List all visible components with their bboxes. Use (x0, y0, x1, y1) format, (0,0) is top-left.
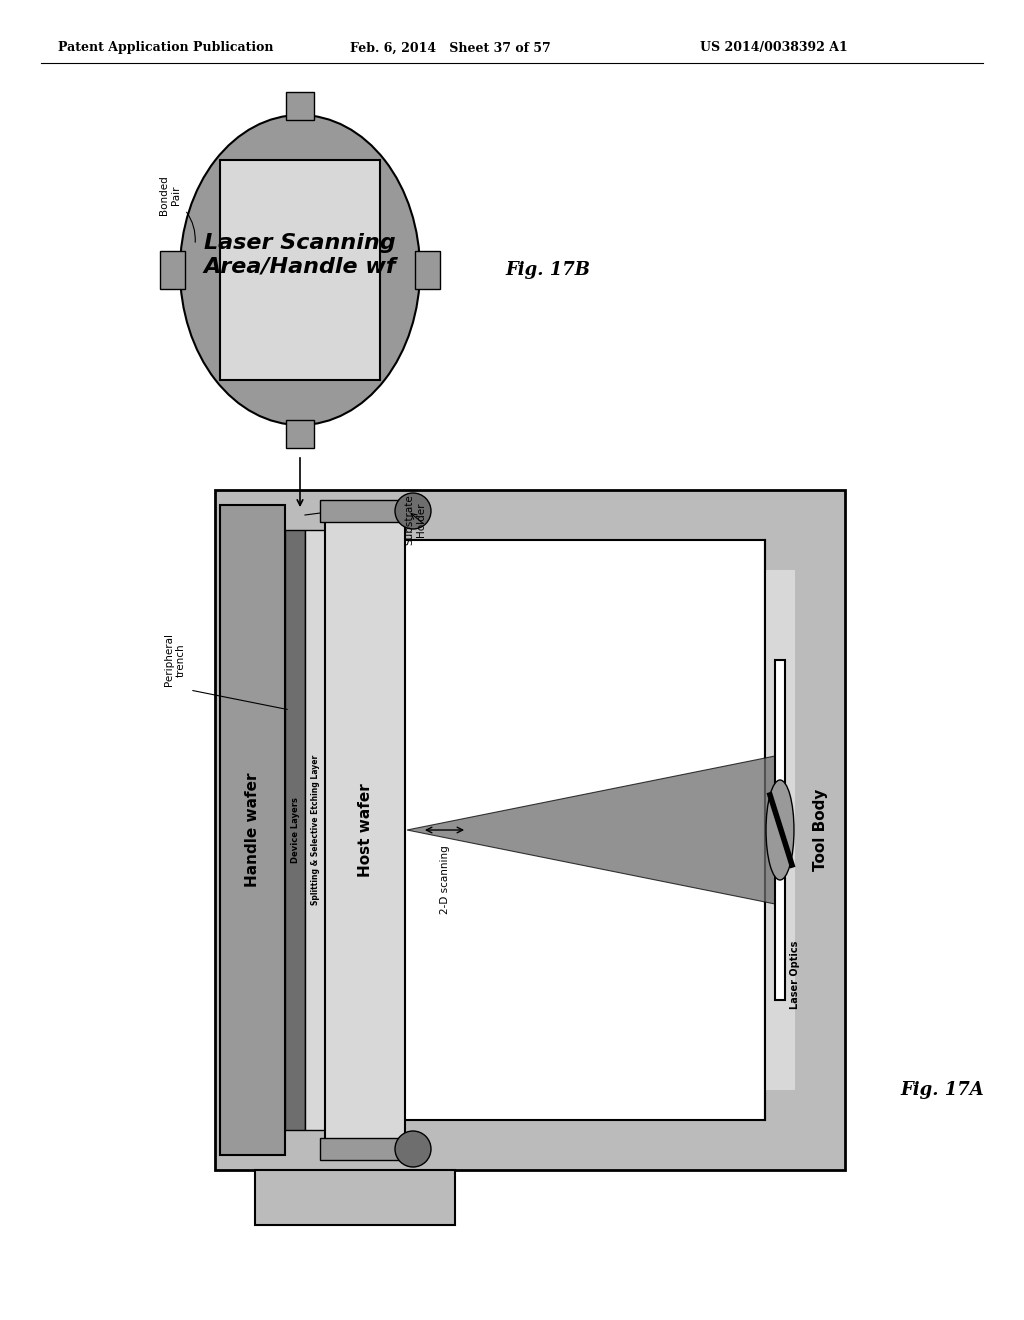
Text: 2-D scanning: 2-D scanning (439, 846, 450, 915)
Text: Splitting & Selective Etching Layer: Splitting & Selective Etching Layer (310, 755, 319, 906)
Bar (215, 490, 845, 1170)
Bar (160, 251, 185, 289)
Text: Laser Optics: Laser Optics (790, 941, 800, 1010)
Bar (286, 420, 314, 447)
Bar (325, 515, 406, 1144)
Text: Device Layers: Device Layers (291, 797, 299, 863)
Circle shape (395, 1131, 431, 1167)
Polygon shape (407, 755, 780, 906)
Text: Peripheral
trench: Peripheral trench (164, 634, 185, 686)
Text: Handle wafer: Handle wafer (245, 772, 260, 887)
Bar (765, 570, 795, 1090)
Text: Laser Scanning
Area/Handle wf: Laser Scanning Area/Handle wf (204, 234, 396, 277)
Bar (265, 540, 765, 1119)
Circle shape (395, 492, 431, 529)
Bar (285, 531, 305, 1130)
Text: Fig. 17A: Fig. 17A (900, 1081, 984, 1100)
Bar (220, 160, 380, 380)
Text: Bonded
Pair: Bonded Pair (159, 176, 181, 215)
Bar (220, 506, 285, 1155)
Text: Patent Application Publication: Patent Application Publication (58, 41, 273, 54)
Text: Tool Body: Tool Body (812, 789, 827, 871)
Ellipse shape (180, 115, 420, 425)
Bar (415, 251, 440, 289)
Bar (286, 92, 314, 120)
Text: Host wafer: Host wafer (357, 783, 373, 876)
Text: Fig. 17B: Fig. 17B (505, 261, 590, 279)
Bar (255, 1170, 455, 1225)
Ellipse shape (766, 780, 794, 880)
Bar (319, 1138, 406, 1160)
Text: Substrate
Holder: Substrate Holder (404, 495, 426, 545)
Bar (305, 531, 325, 1130)
Text: Feb. 6, 2014   Sheet 37 of 57: Feb. 6, 2014 Sheet 37 of 57 (350, 41, 551, 54)
Bar (319, 500, 406, 521)
Bar (775, 660, 785, 1001)
Text: US 2014/0038392 A1: US 2014/0038392 A1 (700, 41, 848, 54)
